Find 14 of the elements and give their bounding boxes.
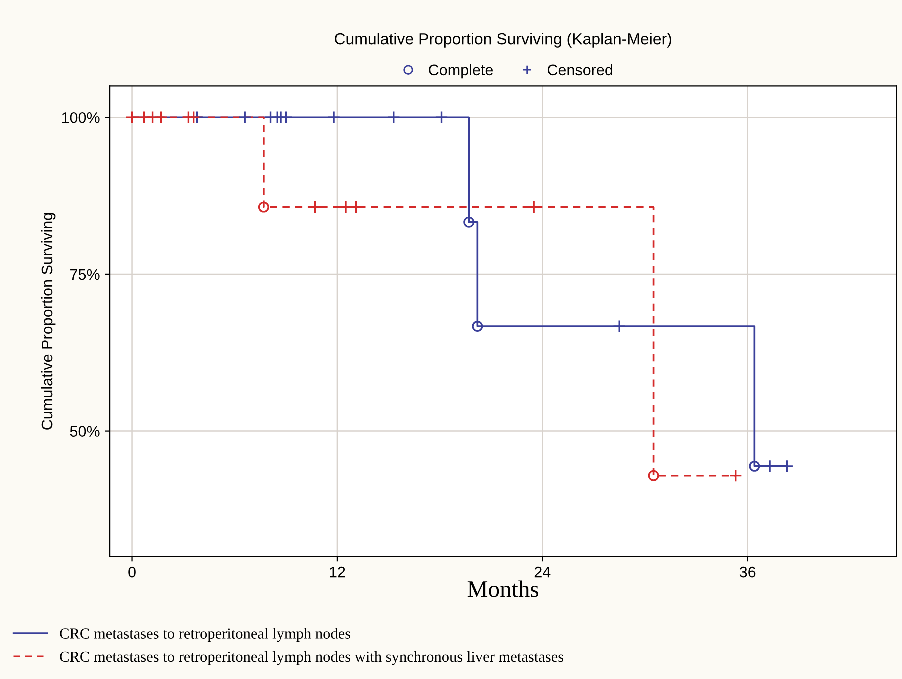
- legend-label: CRC metastases to retroperitoneal lymph nodes: [60, 628, 351, 642]
- y-tick-label: 50%: [70, 426, 100, 437]
- x-tick-label: 0: [128, 566, 136, 578]
- y-tick-label: 100%: [62, 112, 100, 124]
- y-axis-title: Cumulative Proportion Surviving: [41, 213, 56, 430]
- x-tick-label: 12: [330, 566, 346, 578]
- legend-label: CRC metastases to retroperitoneal lymph nodes with synchronous liver metastases: [60, 651, 564, 666]
- y-tick-label: 75%: [70, 269, 100, 280]
- legend-label: Complete: [429, 64, 494, 79]
- chart-title: Cumulative Proportion Surviving (Kaplan-Meier): [335, 32, 672, 48]
- x-tick-label: 24: [534, 566, 551, 578]
- x-tick-label: 36: [740, 566, 756, 578]
- x-axis-title: Months: [468, 580, 539, 598]
- legend-label: Censored: [548, 64, 612, 76]
